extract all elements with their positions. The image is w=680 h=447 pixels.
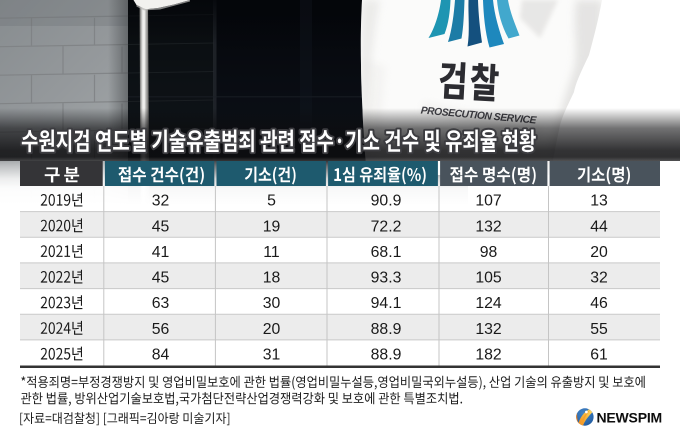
svg-text:93.3: 93.3 — [371, 270, 402, 287]
svg-text:94.1: 94.1 — [371, 295, 402, 312]
svg-text:46: 46 — [590, 295, 608, 312]
svg-text:63: 63 — [152, 295, 170, 312]
svg-text:5: 5 — [267, 193, 276, 210]
svg-text:41: 41 — [152, 244, 170, 261]
svg-text:11: 11 — [263, 244, 280, 261]
svg-text:61: 61 — [590, 347, 608, 364]
svg-text:20: 20 — [590, 244, 608, 261]
svg-text:132: 132 — [475, 321, 501, 338]
svg-text:182: 182 — [475, 347, 501, 364]
svg-text:13: 13 — [590, 193, 608, 210]
svg-text:98: 98 — [480, 244, 498, 261]
svg-text:30: 30 — [263, 295, 281, 312]
svg-text:18: 18 — [263, 270, 281, 287]
svg-text:88.9: 88.9 — [371, 321, 402, 338]
svg-text:124: 124 — [475, 295, 502, 312]
svg-text:56: 56 — [152, 321, 170, 338]
svg-text:NEWSPIM: NEWSPIM — [597, 409, 663, 425]
svg-text:107: 107 — [475, 193, 501, 210]
svg-text:132: 132 — [475, 218, 501, 235]
svg-text:55: 55 — [590, 321, 608, 338]
svg-text:44: 44 — [590, 218, 608, 235]
svg-text:68.1: 68.1 — [371, 244, 402, 261]
svg-text:45: 45 — [152, 270, 170, 287]
svg-text:45: 45 — [152, 218, 170, 235]
svg-text:90.9: 90.9 — [371, 193, 402, 210]
svg-text:84: 84 — [152, 347, 170, 364]
svg-text:72.2: 72.2 — [371, 218, 402, 235]
svg-text:105: 105 — [475, 270, 502, 287]
svg-text:32: 32 — [590, 270, 608, 287]
svg-text:20: 20 — [263, 321, 281, 338]
svg-text:19: 19 — [263, 218, 281, 235]
svg-text:32: 32 — [152, 193, 170, 210]
svg-text:88.9: 88.9 — [371, 347, 402, 364]
svg-text:31: 31 — [263, 347, 281, 364]
